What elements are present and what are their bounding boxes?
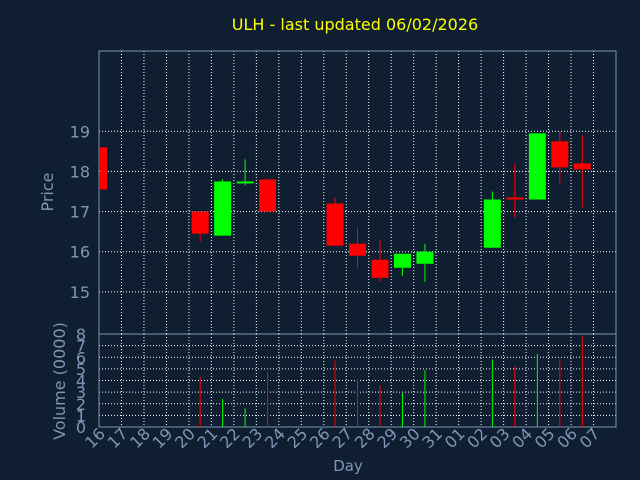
candle-body: [573, 163, 591, 170]
volume-axis-label: Volume (0000): [50, 322, 69, 440]
price-axis-label: Price: [38, 172, 57, 211]
candle-body: [214, 181, 232, 236]
volume-tick-label: 8: [76, 325, 86, 344]
candle-body: [100, 147, 107, 190]
candle-body: [551, 141, 569, 168]
price-tick-label: 19: [70, 122, 90, 141]
candle-body: [393, 253, 411, 268]
price-tick-labels: 15 16 17 18 19: [70, 122, 90, 302]
candle-body: [483, 199, 501, 248]
price-tick-label: 18: [70, 162, 90, 181]
candle-body: [259, 179, 277, 212]
chart-title: ULH - last updated 06/02/2026: [232, 15, 478, 34]
price-grid: [99, 51, 616, 334]
candle-body: [371, 259, 389, 278]
candles: [100, 131, 591, 282]
volume-tick-label: 7: [76, 337, 86, 356]
volume-tick-label: 5: [76, 360, 86, 379]
x-tick-labels: 1617181920212223242526272829303101020304…: [81, 424, 603, 452]
volume-tick-label: 3: [76, 383, 86, 402]
price-tick-label: 17: [70, 203, 90, 222]
price-tick-label: 16: [70, 243, 90, 262]
candle-body: [191, 211, 209, 234]
volume-tick-label: 6: [76, 348, 86, 367]
volume-tick-label: 1: [76, 406, 86, 425]
candle-body: [506, 197, 524, 200]
candle-body: [326, 203, 344, 246]
volume-tick-label: 2: [76, 395, 86, 414]
volume-bars: [199, 336, 583, 427]
volume-tick-label: 0: [76, 418, 86, 437]
x-axis-label: Day: [333, 457, 363, 475]
volume-tick-label: 4: [76, 372, 86, 391]
candle-body: [528, 133, 546, 200]
candle-body: [416, 251, 434, 264]
candle-body: [349, 243, 366, 256]
candle-body: [236, 181, 254, 184]
price-tick-label: 15: [70, 283, 90, 302]
